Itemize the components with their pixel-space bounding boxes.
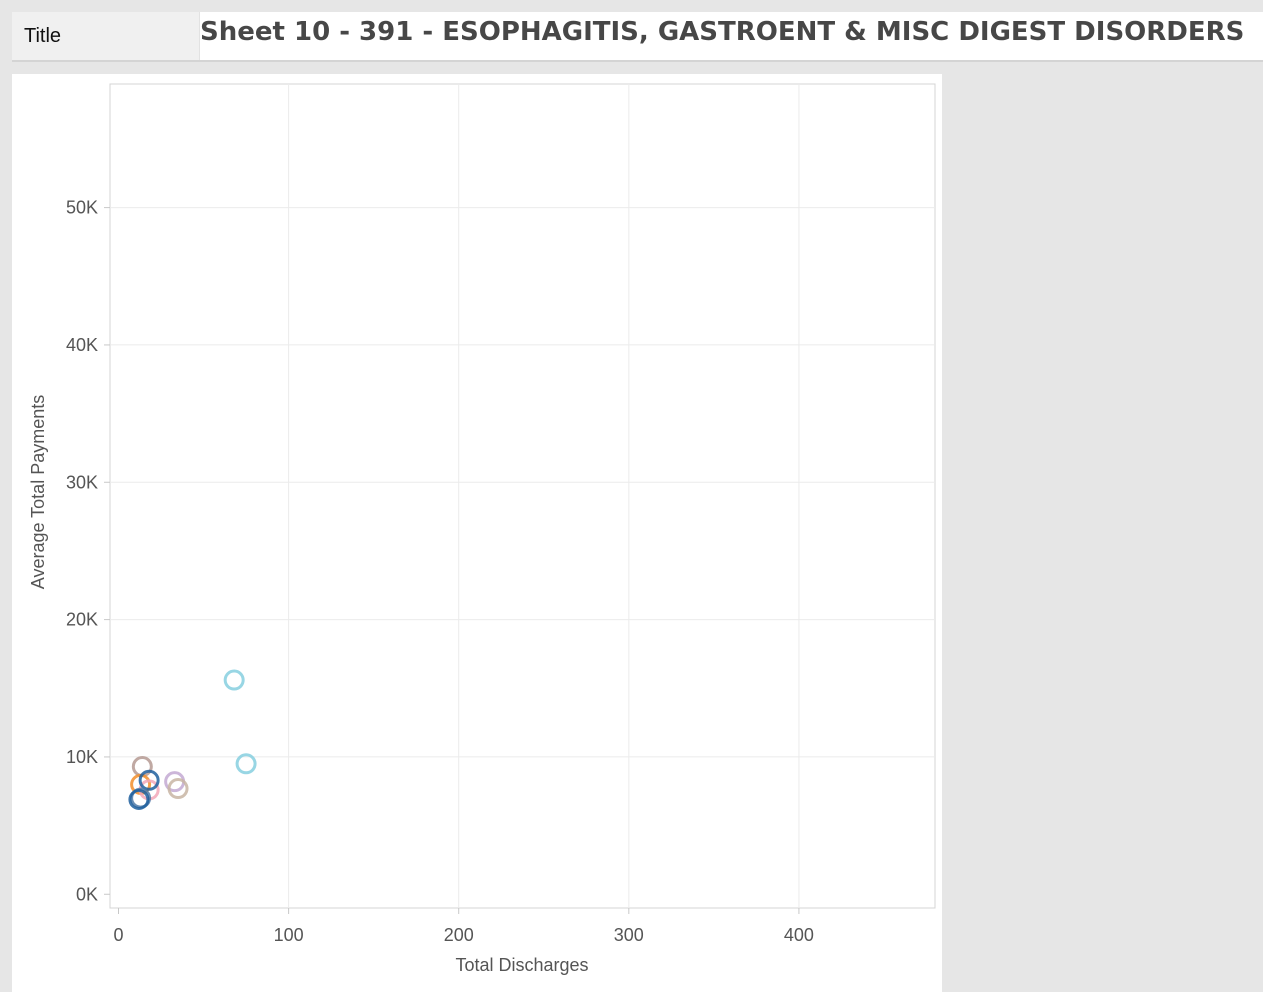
x-tick-label: 100 [274,925,304,945]
y-tick-label: 10K [66,747,98,767]
data-point[interactable] [138,769,160,791]
axis-ticks: 0 100 200 300 400 0K 10K 20K 30K 40K 50K [66,198,814,945]
x-tick-label: 400 [784,925,814,945]
x-tick-label: 0 [113,925,123,945]
x-axis-title: Total Discharges [455,955,588,975]
data-points [128,669,257,811]
x-tick-label: 200 [444,925,474,945]
plot-frame [109,83,936,909]
data-point[interactable] [167,778,189,800]
title-bar: Title Sheet 10 - 391 - ESOPHAGITIS, GAST… [12,12,1263,62]
data-point[interactable] [235,753,257,775]
y-tick-label: 20K [66,610,98,630]
title-tab[interactable]: Title [12,12,200,60]
y-tick-label: 0K [76,884,98,904]
data-point[interactable] [128,789,150,811]
sheet-title: Sheet 10 - 391 - ESOPHAGITIS, GASTROENT … [200,17,1245,47]
data-point[interactable] [223,669,245,691]
scatter-chart-panel: 0 100 200 300 400 0K 10K 20K 30K 40K 50K Total Dis… [12,74,942,992]
y-tick-label: 30K [66,472,98,492]
gridlines [110,84,935,908]
y-tick-label: 40K [66,335,98,355]
x-tick-label: 300 [614,925,644,945]
scatter-chart: 0 100 200 300 400 0K 10K 20K 30K 40K 50K Total Dis… [28,83,936,975]
y-tick-label: 50K [66,198,98,218]
y-axis-title: Average Total Payments [28,395,48,589]
